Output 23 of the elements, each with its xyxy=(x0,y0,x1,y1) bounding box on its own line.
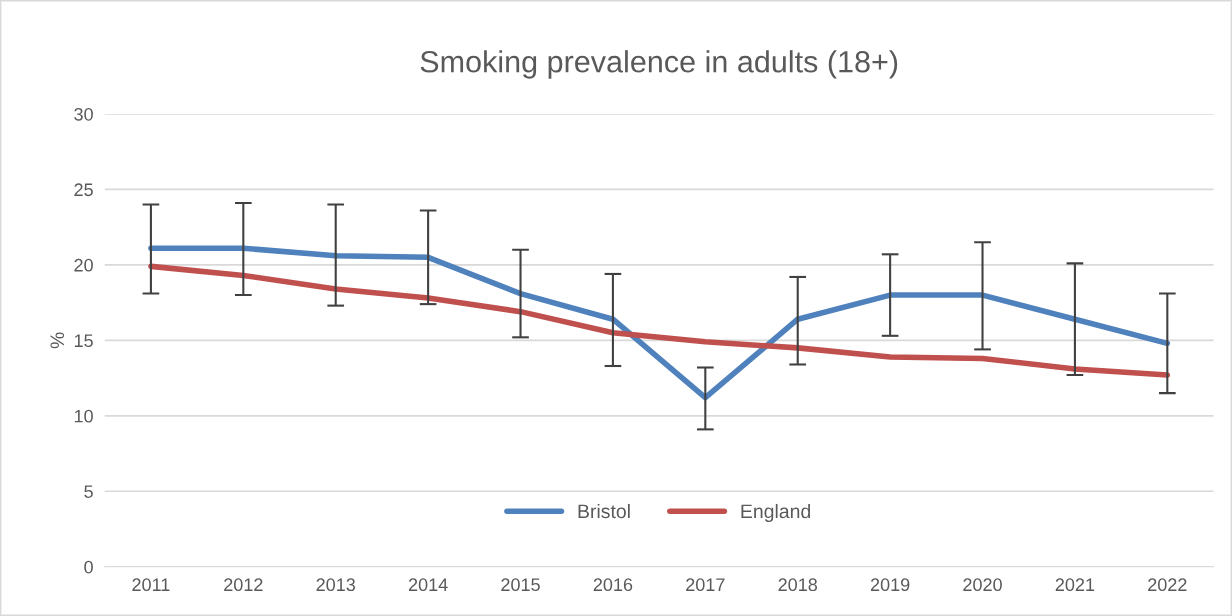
y-tick-label: 10 xyxy=(74,409,93,423)
x-tick-label: 2021 xyxy=(1055,578,1095,592)
x-tick-label: 2019 xyxy=(870,578,910,592)
x-tick-label: 2018 xyxy=(778,578,818,592)
y-tick-label: 15 xyxy=(74,334,93,348)
x-tick-label: 2016 xyxy=(593,578,633,592)
x-tick-label: 2012 xyxy=(224,578,263,592)
legend-label: Bristol xyxy=(578,503,630,519)
y-tick-label: 0 xyxy=(84,560,93,574)
x-tick-label: 2020 xyxy=(963,578,1002,592)
y-axis-title: % xyxy=(50,332,65,349)
x-tick-label: 2017 xyxy=(686,578,725,592)
y-tick-label: 25 xyxy=(74,183,93,197)
chart-title: Smoking prevalence in adults (18+) xyxy=(420,50,898,79)
y-tick-label: 5 xyxy=(84,485,93,498)
x-tick-label: 2014 xyxy=(408,578,448,592)
x-tick-label: 2015 xyxy=(501,578,540,592)
legend-label: England xyxy=(741,503,810,523)
y-tick-label: 20 xyxy=(74,258,93,272)
x-tick-label: 2011 xyxy=(132,578,170,592)
y-tick-label: 30 xyxy=(74,107,93,121)
x-tick-label: 2022 xyxy=(1148,578,1187,592)
x-tick-label: 2013 xyxy=(316,578,356,592)
